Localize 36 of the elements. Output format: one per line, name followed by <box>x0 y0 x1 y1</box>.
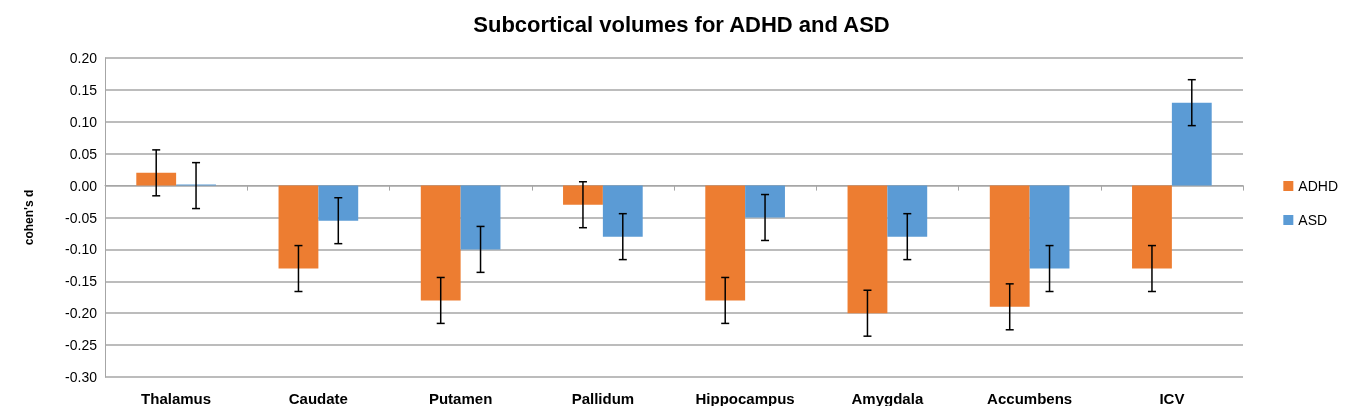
y-tick-label: -0.25 <box>65 337 98 354</box>
bar <box>563 185 603 205</box>
y-tick-label: 0.15 <box>69 81 98 98</box>
y-tick-label: 0.10 <box>69 113 98 130</box>
bar <box>745 185 785 218</box>
bar <box>602 185 643 237</box>
y-tick-label: -0.05 <box>65 209 98 226</box>
y-tick-label: 0.05 <box>69 145 98 162</box>
bar <box>1029 185 1070 269</box>
legend-label: ADHD <box>1298 178 1338 194</box>
x-tick-label: Caudate <box>288 390 348 406</box>
y-tick-label: 0.20 <box>69 50 98 66</box>
y-tick-label: 0.00 <box>69 177 98 194</box>
y-axis-title: cohen's d <box>22 189 36 246</box>
bar <box>887 185 928 237</box>
bar <box>318 185 359 221</box>
bar <box>989 185 1030 307</box>
bar <box>1132 185 1172 269</box>
y-tick-label: -0.10 <box>65 241 98 258</box>
bar <box>847 185 888 314</box>
y-tick-label: -0.15 <box>65 273 98 290</box>
legend-label: ASD <box>1298 212 1328 228</box>
x-tick-label: Putamen <box>428 390 493 406</box>
bar <box>705 185 746 301</box>
bar <box>136 172 177 186</box>
bar <box>278 185 319 269</box>
chart-title: Subcortical volumes for ADHD and ASD <box>473 11 890 37</box>
x-tick-label: ICV <box>1159 390 1185 406</box>
x-tick-label: Accumbens <box>987 390 1073 406</box>
x-tick-label: Pallidum <box>571 390 635 406</box>
bar <box>460 185 501 250</box>
x-tick-label: Thalamus <box>141 390 212 406</box>
y-tick-label: -0.20 <box>65 305 98 322</box>
bar <box>1171 102 1212 186</box>
y-tick-label: -0.30 <box>65 369 98 385</box>
bar <box>420 185 461 301</box>
